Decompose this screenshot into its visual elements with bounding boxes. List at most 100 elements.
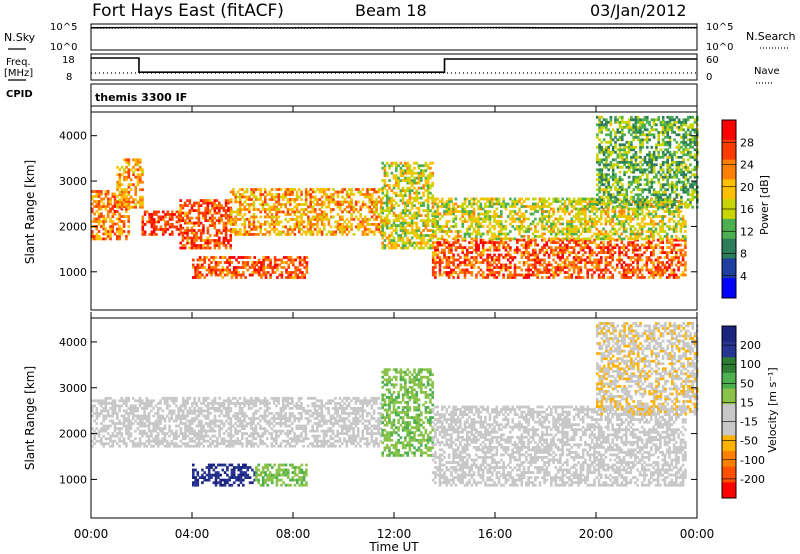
heatmap-cell <box>563 276 567 279</box>
heatmap-cell <box>206 204 210 207</box>
heatmap-cell <box>343 188 347 191</box>
heatmap-cell <box>197 216 201 220</box>
heatmap-cell <box>652 210 655 213</box>
heatmap-cell <box>677 210 680 213</box>
heatmap-cell <box>450 230 453 233</box>
heatmap-cell <box>650 251 653 254</box>
heatmap-cell <box>456 230 460 233</box>
heatmap-cell <box>595 235 599 238</box>
heatmap-cell <box>488 217 492 221</box>
heatmap-cell <box>593 217 596 221</box>
heatmap-cell <box>466 212 469 216</box>
heatmap-cell <box>522 246 526 249</box>
heatmap-cell <box>518 210 521 213</box>
heatmap-cell <box>277 193 281 196</box>
heatmap-cell <box>350 188 353 191</box>
heatmap-cell <box>509 276 512 279</box>
heatmap-cell <box>647 227 651 231</box>
heatmap-cell <box>639 133 642 137</box>
heatmap-cell <box>181 234 185 237</box>
heatmap-cell <box>605 120 608 124</box>
heatmap-cell <box>504 220 508 223</box>
heatmap-cell <box>684 243 687 247</box>
heatmap-cell <box>615 232 619 236</box>
heatmap-cell <box>392 204 396 207</box>
heatmap-cell <box>541 215 544 218</box>
heatmap-cell <box>552 212 555 216</box>
heatmap-cell <box>104 207 108 211</box>
heatmap-cell <box>588 237 592 241</box>
heatmap-cell <box>609 198 613 202</box>
heatmap-cell <box>275 218 278 221</box>
heatmap-cell <box>620 246 624 249</box>
heatmap-cell <box>534 256 537 259</box>
heatmap-cell <box>559 248 562 252</box>
heatmap-cell <box>552 253 555 257</box>
heatmap-cell <box>618 125 622 129</box>
heatmap-cell <box>602 123 606 127</box>
heatmap-cell <box>623 148 626 152</box>
heatmap-cell <box>636 243 639 247</box>
heatmap-cell <box>488 248 492 252</box>
heatmap-cell <box>468 210 471 213</box>
heatmap-cell <box>116 185 119 189</box>
heatmap-cell <box>504 266 508 269</box>
heatmap-cell <box>596 203 599 207</box>
heatmap-cell <box>666 123 669 127</box>
heatmap-cell <box>665 241 669 244</box>
heatmap-cell <box>266 193 269 196</box>
heatmap-cell <box>461 215 464 218</box>
heatmap-cell <box>506 276 510 279</box>
heatmap-cell <box>260 268 263 272</box>
heatmap-cell <box>276 263 279 267</box>
heatmap-cell <box>399 239 403 242</box>
heatmap-cell <box>488 268 492 272</box>
heatmap-cell <box>590 268 594 272</box>
heatmap-cell <box>566 197 569 201</box>
heatmap-cell <box>609 160 613 164</box>
heatmap-cell <box>139 168 142 172</box>
heatmap-cell <box>595 227 599 231</box>
heatmap-cell <box>431 205 435 208</box>
heatmap-cell <box>252 213 256 216</box>
heatmap-cell <box>609 193 613 197</box>
heatmap-cell <box>636 230 639 233</box>
heatmap-cell <box>431 199 434 202</box>
heatmap-cell <box>284 225 287 229</box>
heatmap-cell <box>597 261 601 264</box>
heatmap-cell <box>120 198 124 202</box>
heatmap-cell <box>534 202 537 206</box>
heatmap-cell <box>618 153 622 157</box>
heatmap-cell <box>563 248 567 252</box>
heatmap-cell <box>545 271 549 274</box>
heatmap-cell <box>197 244 201 247</box>
heatmap-cell <box>410 184 414 187</box>
heatmap-cell <box>654 230 658 233</box>
heatmap-cell <box>445 205 449 208</box>
heatmap-cell <box>586 268 589 272</box>
heatmap-cell <box>320 218 324 221</box>
heatmap-cell <box>684 273 687 277</box>
heatmap-cell <box>289 256 293 259</box>
heatmap-cell <box>618 115 622 119</box>
heatmap-cell <box>295 208 299 211</box>
heatmap-cell <box>627 120 631 124</box>
heatmap-cell <box>251 263 254 267</box>
heatmap-cell <box>538 207 542 211</box>
heatmap-cell <box>139 178 142 182</box>
heatmap-cell <box>627 150 631 154</box>
heatmap-cell <box>632 198 635 202</box>
heatmap-cell <box>657 138 660 142</box>
heatmap-cell <box>246 268 250 272</box>
heatmap-cell <box>459 235 462 238</box>
heatmap-cell <box>604 251 608 254</box>
heatmap-cell <box>611 148 615 152</box>
heatmap-cell <box>279 188 283 191</box>
heatmap-cell <box>491 200 494 203</box>
heatmap-cell <box>645 246 649 249</box>
heatmap-cell <box>408 221 412 225</box>
heatmap-cell <box>368 200 372 204</box>
heatmap-cell <box>597 273 601 277</box>
heatmap-cell <box>656 263 660 267</box>
heatmap-cell <box>596 198 599 202</box>
